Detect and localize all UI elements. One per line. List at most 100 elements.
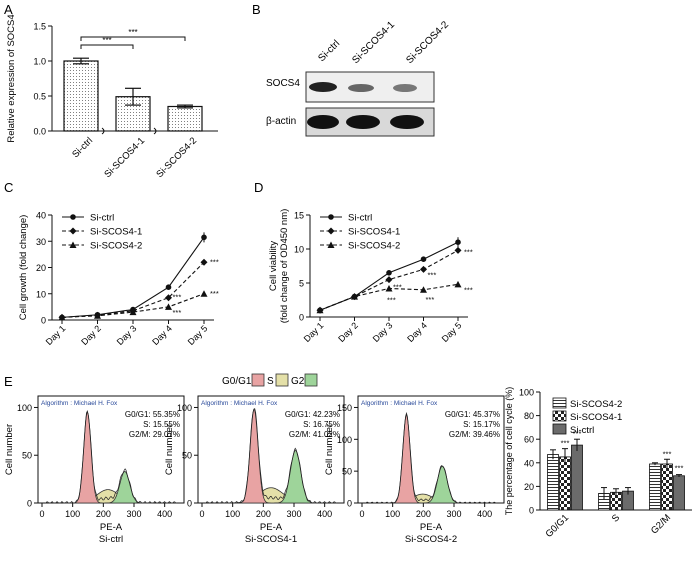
chart-d-legend-marker (327, 241, 335, 248)
flow-si-scos4-2-g0g1-percent: G0/G1: 45.37% (445, 410, 500, 419)
flow-si-scos4-1-frame (197, 395, 345, 504)
chart-c-significance-label: *** (173, 293, 182, 302)
chart-c-y-tick-label: 40 (36, 211, 46, 221)
flow-si-ctrl-sample-label: Si-ctrl (99, 534, 123, 545)
flow-si-ctrl-y-axis-title: Cell number (4, 424, 15, 475)
blot-band-socs4-lane1 (309, 82, 337, 92)
chart-e-x-tick-label: S (610, 512, 622, 524)
flow-si-scos4-1-x-tick-label: 300 (286, 509, 301, 519)
chart-c-legend-label: Si-SCOS4-2 (90, 241, 142, 252)
flow-si-scos4-2-g0g1-peak (391, 414, 422, 504)
blot-lane-label-3: Si-SCOS4-2 (404, 19, 451, 66)
blot-band-actin-lane2 (346, 115, 380, 129)
panel-d: D 0 5 10 15 Day 1 Day 2 Day 3 Day 4 Day 5 Cell vi… (254, 180, 473, 344)
chart-a-bar (115, 96, 151, 132)
chart-d-x-tick-label: Day 5 (440, 320, 464, 344)
chart-d-point-si-scos4-1 (454, 246, 462, 254)
chart-c: 0 10 20 30 40 Day 1 Day 2 Day 3 Day 4 Day 5 Cell g… (18, 211, 219, 348)
chart-e-bar-si-scos4-2 (547, 454, 559, 511)
flow-si-ctrl-frame (37, 395, 185, 504)
chart-e-bar-si-scos4-1 (661, 463, 673, 511)
flow-si-scos4-2-s-percent: S: 15.17% (463, 420, 500, 429)
flow-si-ctrl-x-tick-label: 100 (65, 509, 80, 519)
flow-si-scos4-2-g2m-percent: G2/M: 39.46% (449, 430, 500, 439)
chart-e-bar-si-scos4-2 (649, 463, 661, 511)
chart-c-x-tick-label: Day 2 (79, 323, 103, 347)
chart-d-significance-label: *** (387, 295, 396, 304)
chart-c-point-si-scos4-2 (129, 308, 137, 316)
chart-a-x-tick-label: Si-ctrl (70, 135, 95, 160)
flow-si-scos4-1-x-tick-label: 100 (225, 509, 240, 519)
flow-si-scos4-1-g2m-peak (274, 449, 317, 504)
flow-si-scos4-2-x-tick-label: 200 (416, 509, 431, 519)
chart-a-axis-break (153, 127, 157, 135)
chart-d-y-axis-title-line-2: (fold change of OD450 nm) (279, 209, 290, 324)
flow-si-scos4-1-y-tick-label: 50 (182, 451, 192, 461)
flow-si-scos4-2-y-tick-label: 0 (347, 499, 352, 509)
flow-si-scos4-2-y-axis-title: Cell number (324, 424, 335, 475)
blot-lane-label-1: Si-ctrl (316, 38, 342, 64)
chart-d-significance-label: *** (393, 283, 402, 292)
chart-a: 0.0 0.5 1.0 1.5 Relative expression of SOCS4… (6, 14, 218, 180)
panel-a: A 0.0 0.5 1.0 1.5 Relative expression of SOC… (4, 2, 218, 180)
chart-c-y-axis-title: Cell growth (fold change) (18, 215, 29, 321)
flow-si-scos4-2-frame (357, 395, 505, 504)
flow-legend-title: G0/G1 (222, 376, 252, 387)
chart-e-legend-swatch (552, 410, 567, 422)
chart-e-legend-swatch (552, 423, 567, 435)
flow-si-scos4-1-g0g1-percent: G0/G1: 42.23% (285, 410, 340, 419)
flow-si-scos4-2-algorithm-label: Algorithm : Michael H. Fox (361, 400, 438, 407)
panel-c: C 0 10 20 30 40 Day 1 Day 2 Day 3 Day 4 Day 5 Cell… (4, 180, 219, 347)
flow-si-scos4-2-x-tick-label: 400 (477, 509, 492, 519)
chart-d-legend-label: Si-ctrl (348, 213, 372, 224)
flow-si-scos4-1-y-axis-title: Cell number (164, 424, 175, 475)
chart-c-y-tick-label: 10 (36, 289, 46, 299)
chart-c-significance-label: *** (210, 289, 219, 298)
chart-a-y-axis-title: Relative expression of SOCS4 (6, 14, 17, 142)
flow-legend-swatch-green (304, 373, 318, 387)
chart-c-series-line-si-scos4-2 (61, 293, 205, 318)
chart-e-legend-label: Si-SCOS4-1 (570, 412, 622, 423)
flow-legend: G0/G1 S G2 (222, 373, 318, 387)
chart-d-legend-marker (327, 227, 335, 235)
flow-si-scos4-2-x-tick-label: 300 (446, 509, 461, 519)
flow-plot-si-ctrl: 0 50 100 0 100 200 300 400 PE-ASi-ctrl Cell numbe… (4, 395, 185, 545)
flow-si-scos4-2-histogram-trace (365, 411, 497, 504)
chart-d-point-si-ctrl (386, 270, 392, 276)
flow-si-scos4-1-y-tick-label: 0 (187, 499, 192, 509)
chart-a-bar (63, 60, 99, 132)
chart-c-x-tick-label: Day 1 (44, 323, 68, 347)
chart-c-point-si-scos4-2 (165, 303, 172, 310)
chart-d-point-si-scos4-2 (351, 293, 358, 300)
chart-e-significance-label: *** (573, 429, 582, 438)
chart-a-significance-label: *** (128, 28, 137, 37)
flow-si-scos4-1-x-tick-label: 400 (317, 509, 332, 519)
flow-si-scos4-2-y-tick-label: 100 (337, 435, 352, 445)
chart-d-legend-marker (328, 214, 334, 220)
chart-e-x-tick-label: G0/G1 (544, 512, 572, 540)
flow-si-scos4-2-x-axis-title: PE-A (420, 522, 443, 533)
flow-legend-label-g2: G2 (291, 376, 305, 387)
flow-si-ctrl-s-percent: S: 15.55% (143, 420, 180, 429)
chart-d-legend-label: Si-SCOS4-1 (348, 227, 400, 238)
chart-e-y-tick-label: 0 (529, 506, 534, 516)
chart-e-legend-label: Si-SCOS4-2 (570, 399, 622, 410)
chart-c-y-tick-label: 30 (36, 237, 46, 247)
chart-c-series-line-si-scos4-1 (61, 261, 205, 318)
flow-si-scos4-2-y-tick-label: 150 (337, 403, 352, 413)
chart-d-series-line-si-scos4-1 (319, 249, 459, 311)
panel-label-b: B (252, 2, 261, 17)
chart-d-significance-label: *** (464, 285, 473, 294)
flow-plot-si-scos4-1: 0 50 100 0 100 200 300 400 PE-ASi-SCOS4-1 Cell nu… (164, 395, 345, 545)
chart-e-significance-label: *** (561, 439, 570, 448)
chart-a-significance-label: *** (102, 36, 111, 45)
chart-c-legend-label: Si-ctrl (90, 213, 114, 224)
chart-e-cell-cycle: 0 20 40 60 80 100 The percentage of cell cycle… (504, 387, 692, 540)
flow-si-scos4-1-s-percent: S: 16.75% (303, 420, 340, 429)
flow-si-scos4-2-y-tick-label: 50 (342, 467, 352, 477)
chart-a-y-tick-label: 0.0 (33, 127, 46, 137)
panel-label-a: A (4, 2, 13, 17)
flow-si-ctrl-algorithm-label: Algorithm : Michael H. Fox (41, 400, 118, 407)
